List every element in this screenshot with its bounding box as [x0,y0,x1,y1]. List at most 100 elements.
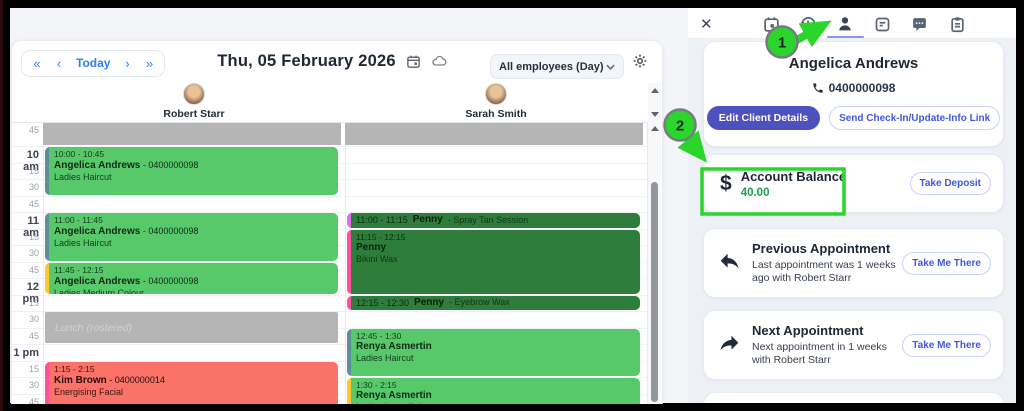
appointment-time: 10:00 - 10:45 [54,149,105,159]
back-arrow-icon [718,249,742,277]
time-label-minute: 45 [28,264,39,275]
tab-messages-icon[interactable] [909,14,929,34]
appointment-block[interactable]: 11:45 - 12:15 Angelica Andrews - 04000000… [45,262,338,294]
unavailable-time-block [43,123,341,145]
tab-history-icon[interactable] [798,14,818,34]
appointment-block[interactable]: 1:15 - 2:15 Kim Brown - 0400000014 Energis… [45,361,338,404]
appointment-client-name: Penny [356,241,387,253]
appointment-time: 11:00 - 11:15 [356,215,408,226]
appointment-category-bar [347,328,351,376]
scroll-down-icon[interactable] [651,112,659,117]
tab-forms-icon[interactable] [947,14,967,34]
appointment-service: Ladies Haircut [54,172,112,182]
time-label-minute: 30 [28,380,39,390]
time-label-hour: 11 am [23,215,39,239]
grid-row-line [12,294,648,296]
next-appointment-title: Next Appointment [752,322,864,338]
next-day-button[interactable]: › [125,56,130,71]
client-phone: 0400000098 [704,81,1003,95]
appointment-client-phone: - 0400000098 [140,275,199,286]
client-detail-panel: ✕ [688,8,1016,403]
appointment-client-name: Renya Asmertin [356,340,432,352]
previous-appointment-card: Previous Appointment Last appointment wa… [703,228,1004,298]
employee-header-sarah-smith: Sarah Smith [345,81,647,122]
grid-row-line [12,360,648,362]
scroll-up-icon[interactable] [651,126,659,131]
previous-take-me-there-button[interactable]: Take Me There [902,251,991,275]
appointment-block[interactable]: 11:00 - 11:15 Penny - Spray Tan Session [347,213,640,228]
appointment-service: Ladies Haircut [356,352,414,363]
last-page-button[interactable]: » [145,56,154,71]
employee-name: Robert Starr [163,108,225,120]
appointment-category-bar [45,361,49,404]
appointment-category-bar [347,213,351,228]
employee-name: Sarah Smith [465,108,527,120]
time-label-minute: 15 [28,165,39,176]
scroll-up-icon[interactable] [651,88,659,93]
unavailable-time-block [345,123,643,145]
phone-icon [812,83,823,93]
time-label-minute: 30 [28,248,39,258]
time-label-minute: 45 [28,125,39,135]
appointment-block[interactable]: 11:00 - 11:45 Angelica Andrews - 04000000… [45,213,338,261]
appointment-category-bar [45,147,49,195]
appointment-block[interactable]: 11:15 - 12:15 Penny Bikini Wax [347,229,640,294]
today-button[interactable]: Today [76,56,111,70]
panel-tab-bar: ✕ [688,8,1016,38]
appointment-client-phone: - 0400000098 [140,226,199,236]
tab-notes-icon[interactable] [872,14,892,34]
appointment-block[interactable]: 10:00 - 10:45 Angelica Andrews - 04000000… [45,147,338,195]
appointment-service: Ladies Haircut [54,238,112,248]
grid-row-line [12,212,648,213]
gear-icon[interactable] [632,53,648,74]
time-label-hour: 12 pm [22,281,40,305]
date-navigation: « ‹ Today › » [21,50,166,77]
time-label-minute: 45 [28,396,39,405]
appointment-service: Ladies Long Colour [356,402,636,404]
next-take-me-there-button[interactable]: Take Me There [902,333,991,357]
calendar-toolbar: « ‹ Today › » Thu, 05 February 2026 [12,41,662,81]
time-label-minute: 15 [28,231,39,242]
dollar-icon: $ [720,171,732,195]
chevron-down-icon [606,64,615,70]
appointment-block[interactable]: 12:45 - 1:30 Renya Asmertin Ladies Haircut [347,328,640,376]
date-title: Thu, 05 February 2026 [217,51,396,70]
avatar-robert-starr [183,83,205,105]
take-deposit-button[interactable]: Take Deposit [909,172,991,195]
scrollbar-thumb[interactable] [651,182,658,402]
calendar-panel: « ‹ Today › » Thu, 05 February 2026 [11,40,663,404]
appointment-block[interactable]: 12:15 - 12:30 Penny - Eyebrow Wax [347,295,640,310]
calendar-column-sarah-smith[interactable]: 11:00 - 11:15 Penny - Spray Tan Session 11:… [345,122,647,404]
tab-client-icon[interactable] [835,14,855,34]
cloud-sync-icon[interactable] [431,53,447,69]
first-page-button[interactable]: « [33,56,41,71]
appointment-category-bar [347,229,351,294]
employee-filter-select[interactable]: All employees (Day) [490,54,624,79]
time-label-hour: 10 am [23,149,39,173]
send-checkin-link-button[interactable]: Send Check-In/Update-Info Link [829,106,1001,130]
employee-header-robert-starr: Robert Starr [43,81,345,122]
edit-client-details-button[interactable]: Edit Client Details [706,106,821,130]
appointment-client-phone: - 0400000014 [106,374,165,385]
calendar-column-robert-starr[interactable]: 10:00 - 10:45 Angelica Andrews - 04000000… [43,122,345,404]
appointment-time: 11:15 - 12:15 [356,231,406,242]
tab-calendar-icon[interactable] [761,14,781,34]
grid-row-line [12,344,648,345]
calendar-picker-icon[interactable] [406,54,421,69]
previous-day-button[interactable]: ‹ [56,56,62,71]
grid-row-line [12,261,648,263]
next-appointment-card: Next Appointment Next appointment in 1 w… [703,310,1004,380]
grid-row-line [12,146,648,147]
calendar-scrollbar[interactable] [648,83,661,404]
lunch-rostered-block: Lunch (rostered) [45,312,338,343]
appointment-service: - Eyebrow Wax [449,297,510,308]
appointment-client-name: Penny [414,296,445,308]
avatar-sarah-smith [485,83,507,105]
appointment-service: - Spray Tan Session [447,214,529,225]
appointment-category-bar [45,262,49,294]
close-icon[interactable]: ✕ [700,16,713,33]
appointment-time: 1:30 - 2:15 [356,380,397,390]
forward-arrow-icon [718,331,742,359]
